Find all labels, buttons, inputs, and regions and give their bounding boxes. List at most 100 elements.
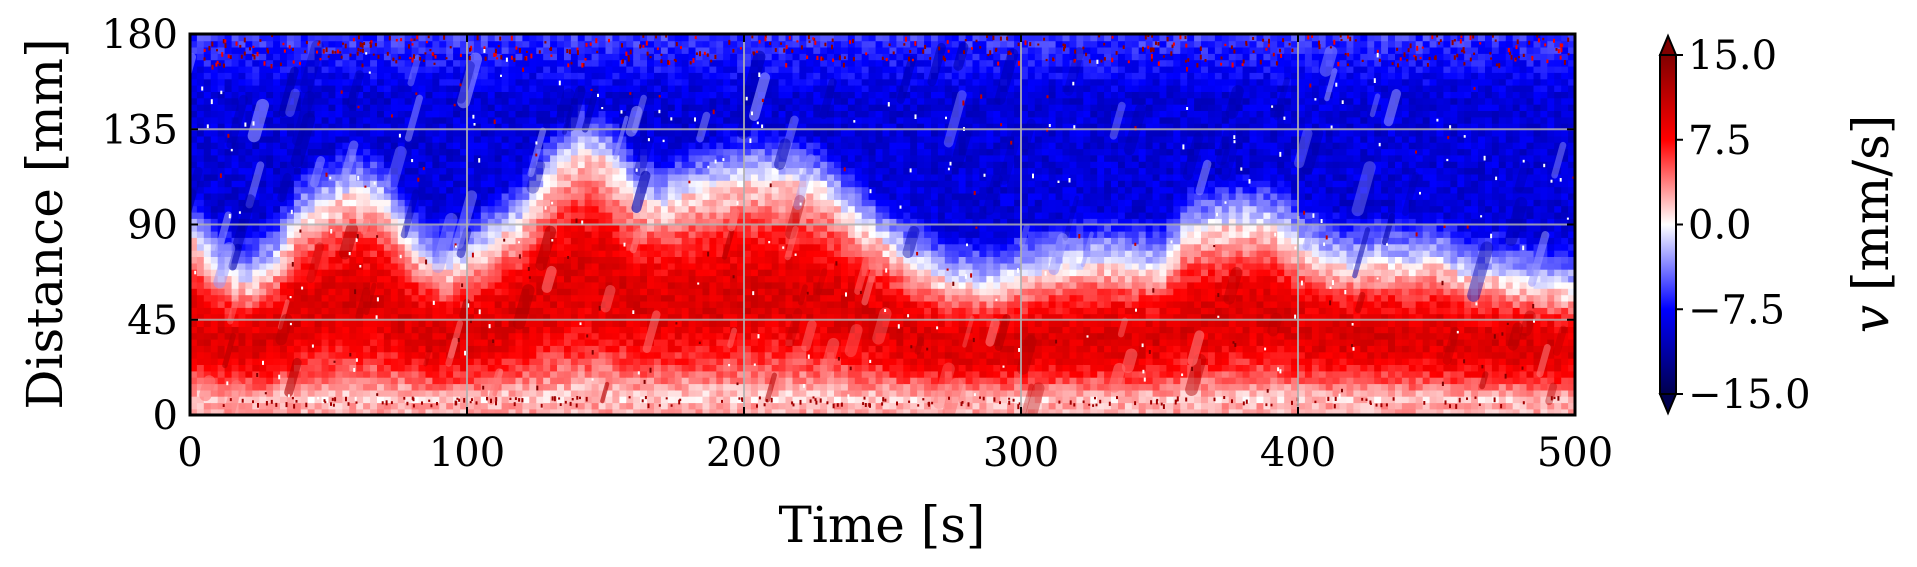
heatmap-cell bbox=[598, 148, 607, 156]
heatmap-cell bbox=[390, 97, 399, 105]
heatmap-cell bbox=[293, 40, 302, 48]
heatmap-cell bbox=[238, 167, 247, 175]
heatmap-cell bbox=[709, 230, 718, 238]
heatmap-cell bbox=[280, 351, 288, 359]
heatmap-cell bbox=[550, 338, 558, 346]
heatmap-cell bbox=[418, 65, 427, 73]
heatmap-cell bbox=[370, 268, 378, 277]
heatmap-cell bbox=[307, 364, 316, 372]
heatmap-cell bbox=[626, 59, 634, 67]
heatmap-cell bbox=[640, 300, 648, 308]
heatmap-cell bbox=[342, 199, 351, 207]
heatmap-cell bbox=[702, 395, 711, 404]
heatmap-cell bbox=[757, 40, 766, 48]
heatmap-cell bbox=[612, 249, 621, 257]
heatmap-cell bbox=[411, 46, 420, 54]
heatmap-cell bbox=[473, 173, 482, 181]
heatmap-cell bbox=[633, 275, 641, 283]
heatmap-cell bbox=[328, 300, 337, 308]
heatmap-cell bbox=[480, 148, 489, 156]
heatmap-cell bbox=[660, 59, 669, 67]
heatmap-cell bbox=[480, 395, 489, 404]
heatmap-cell bbox=[404, 116, 413, 124]
heatmap-cell bbox=[307, 72, 316, 80]
heatmap-cell bbox=[598, 224, 607, 232]
heatmap-cell bbox=[674, 84, 683, 92]
heatmap-cell bbox=[757, 186, 766, 194]
heatmap-cell bbox=[494, 199, 503, 207]
heatmap-cell bbox=[321, 161, 330, 169]
heatmap-cell bbox=[564, 40, 572, 48]
heatmap-cell bbox=[570, 364, 579, 372]
heatmap-cell bbox=[238, 300, 247, 308]
heatmap-cell bbox=[619, 167, 628, 175]
heatmap-cell bbox=[757, 129, 766, 137]
heatmap-cell bbox=[619, 249, 628, 257]
heatmap-cell bbox=[640, 84, 648, 92]
heatmap-cell bbox=[356, 364, 364, 372]
heatmap-cell bbox=[654, 116, 662, 124]
heatmap-cell bbox=[411, 122, 420, 131]
heatmap-cell bbox=[390, 34, 399, 42]
heatmap-cell bbox=[744, 389, 752, 397]
heatmap-cell bbox=[349, 357, 357, 365]
heatmap-cell bbox=[543, 402, 551, 410]
heatmap-cell bbox=[314, 364, 323, 372]
heatmap-cell bbox=[314, 351, 323, 359]
heatmap-cell bbox=[619, 103, 628, 111]
heatmap-cell bbox=[577, 65, 586, 73]
heatmap-cell bbox=[750, 199, 759, 207]
heatmap-cell bbox=[349, 281, 357, 289]
heatmap-cell bbox=[619, 395, 628, 404]
heatmap-cell bbox=[591, 135, 600, 143]
heatmap-cell bbox=[543, 116, 551, 124]
heatmap-cell bbox=[577, 370, 586, 378]
heatmap-cell bbox=[598, 59, 607, 67]
heatmap-cell bbox=[300, 262, 309, 270]
heatmap-cell bbox=[252, 370, 260, 378]
heatmap-cell bbox=[501, 53, 510, 61]
heatmap-cell bbox=[654, 78, 662, 86]
heatmap-cell bbox=[757, 402, 766, 410]
heatmap-cell bbox=[252, 408, 260, 415]
heatmap-cell bbox=[217, 307, 226, 315]
heatmap-cell bbox=[487, 34, 496, 42]
heatmap-cell bbox=[273, 389, 281, 397]
heatmap-cell bbox=[640, 46, 648, 54]
heatmap-cell bbox=[660, 268, 669, 277]
heatmap-cell bbox=[501, 154, 510, 162]
heatmap-cell bbox=[363, 237, 371, 245]
heatmap-cell bbox=[626, 326, 634, 334]
heatmap-cell bbox=[453, 205, 461, 213]
heatmap-cell bbox=[266, 192, 274, 200]
heatmap-cell bbox=[467, 332, 475, 340]
heatmap-cell bbox=[266, 249, 274, 257]
heatmap-cell bbox=[356, 357, 364, 365]
heatmap-cell bbox=[633, 256, 641, 264]
heatmap-cell bbox=[252, 262, 260, 270]
heatmap-cell bbox=[487, 167, 496, 175]
heatmap-cell bbox=[349, 110, 357, 118]
heatmap-cell bbox=[723, 97, 731, 105]
heatmap-cell bbox=[737, 230, 745, 238]
heatmap-cell bbox=[570, 408, 579, 415]
heatmap-cell bbox=[273, 110, 281, 118]
heatmap-cell bbox=[224, 46, 233, 54]
heatmap-cell bbox=[737, 167, 745, 175]
heatmap-cell bbox=[550, 288, 558, 296]
heatmap-cell bbox=[619, 307, 628, 315]
heatmap-cell bbox=[252, 281, 260, 289]
heatmap-cell bbox=[252, 205, 260, 213]
heatmap-cell bbox=[529, 300, 537, 308]
heatmap-cell bbox=[342, 110, 351, 118]
heatmap-cell bbox=[328, 294, 337, 302]
heatmap-cell bbox=[494, 402, 503, 410]
heatmap-cell bbox=[217, 65, 226, 73]
heatmap-cell bbox=[501, 332, 510, 340]
heatmap-cell bbox=[612, 326, 621, 334]
heatmap-cell bbox=[501, 46, 510, 54]
heatmap-cell bbox=[487, 300, 496, 308]
heatmap-cell bbox=[536, 268, 544, 277]
heatmap-cell bbox=[598, 408, 607, 415]
heatmap-cell bbox=[411, 307, 420, 315]
